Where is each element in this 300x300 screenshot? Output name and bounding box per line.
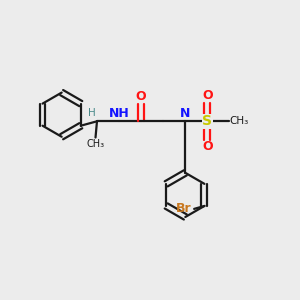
Text: H: H [88, 108, 96, 118]
Text: N: N [180, 106, 190, 119]
Text: CH₃: CH₃ [229, 116, 248, 126]
Text: O: O [202, 89, 213, 102]
Text: S: S [202, 114, 212, 128]
Text: O: O [136, 90, 146, 103]
Text: NH: NH [109, 106, 129, 119]
Text: O: O [202, 140, 213, 152]
Text: Br: Br [176, 202, 191, 215]
Text: CH₃: CH₃ [86, 139, 105, 149]
